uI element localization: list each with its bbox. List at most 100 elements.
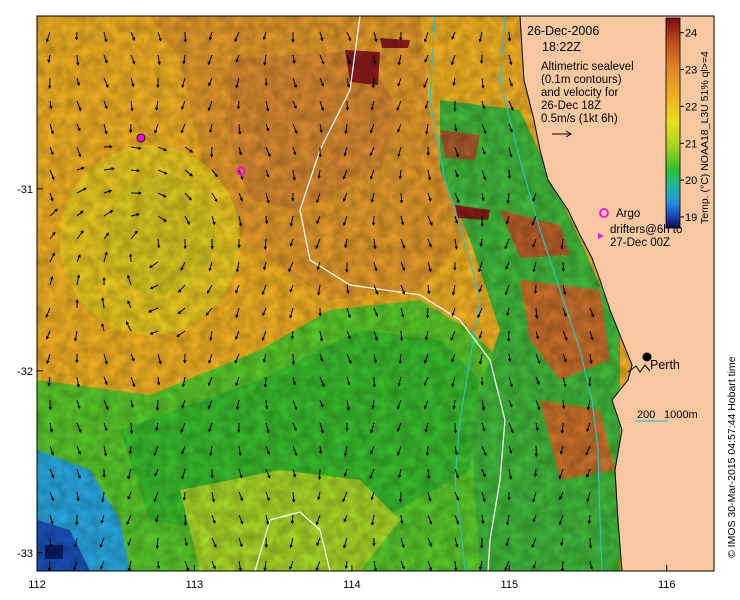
velocity-arrow <box>346 330 351 340</box>
argo-float-marker[interactable] <box>136 133 146 143</box>
velocity-arrow <box>588 537 593 549</box>
velocity-arrow <box>451 307 456 317</box>
velocity-arrow <box>342 491 348 503</box>
velocity-arrow <box>423 353 429 364</box>
velocity-arrow <box>292 100 297 110</box>
velocity-arrow <box>238 537 243 548</box>
velocity-arrow <box>585 445 591 456</box>
velocity-arrow <box>234 353 240 364</box>
velocity-arrow <box>369 169 375 180</box>
velocity-arrow <box>481 146 486 155</box>
velocity-arrow <box>481 123 487 135</box>
velocity-arrow <box>370 100 375 111</box>
velocity-arrow <box>209 445 213 457</box>
velocity-arrow <box>128 123 133 134</box>
velocity-arrow <box>292 77 298 89</box>
velocity-arrow <box>452 77 456 87</box>
velocity-arrow <box>208 77 213 87</box>
perth-marker[interactable] <box>642 352 652 362</box>
land <box>520 16 714 571</box>
velocity-arrow <box>238 123 242 135</box>
velocity-arrow <box>508 422 514 434</box>
velocity-arrow <box>427 560 433 571</box>
velocity-arrow <box>427 169 432 181</box>
velocity-arrow <box>103 31 108 43</box>
velocity-arrow <box>103 422 108 432</box>
velocity-arrow <box>450 54 456 66</box>
velocity-arrow <box>589 353 593 365</box>
velocity-arrow <box>370 422 375 434</box>
velocity-arrow <box>263 261 267 271</box>
y-axis: -31 -32 -33 <box>17 184 43 560</box>
velocity-arrow <box>238 468 243 479</box>
x-axis: 112 113 114 115 116 <box>28 565 676 591</box>
velocity-arrow <box>209 146 214 158</box>
colorbar: 24 23 22 21 20 19 Temp. (°C) NOAA18_L3U 51% q… <box>665 17 711 229</box>
velocity-arrow <box>76 210 84 217</box>
velocity-arrow <box>265 146 271 158</box>
velocity-arrow <box>481 169 487 181</box>
velocity-arrow <box>76 123 81 132</box>
velocity-arrow <box>236 100 241 110</box>
velocity-arrow <box>103 376 108 385</box>
velocity-arrow <box>211 514 216 524</box>
velocity-arrow <box>426 146 430 156</box>
plot-area: Perth 200 1000m 26-Dec-2006 18:22Z Altim… <box>37 16 714 571</box>
velocity-arrow <box>157 215 167 222</box>
velocity-arrow <box>184 192 192 201</box>
velocity-arrow <box>292 422 297 432</box>
velocity-arrow <box>292 123 298 135</box>
velocity-arrow <box>291 192 295 202</box>
velocity-arrow <box>103 100 108 110</box>
velocity-arrow <box>76 376 80 388</box>
velocity-arrow <box>345 261 349 273</box>
velocity-arrow <box>504 238 510 250</box>
velocity-arrow <box>76 274 81 286</box>
velocity-arrow <box>478 261 483 273</box>
velocity-arrow <box>317 468 322 481</box>
velocity-arrow <box>425 123 429 135</box>
velocity-arrow <box>343 468 348 477</box>
velocity-arrow <box>157 353 162 365</box>
velocity-arrow <box>558 514 564 526</box>
drifter-legend-label: 27-Dec 00Z <box>610 237 670 249</box>
velocity-arrow <box>103 54 108 64</box>
velocity-arrow <box>126 274 132 286</box>
velocity-arrow <box>342 192 348 202</box>
velocity-arrow <box>370 445 375 455</box>
velocity-arrow <box>535 376 540 386</box>
velocity-arrow <box>49 100 53 110</box>
velocity-arrow <box>125 321 132 332</box>
velocity-arrow <box>156 77 160 89</box>
velocity-arrow <box>317 491 321 501</box>
velocity-arrow <box>103 251 108 263</box>
velocity-arrow <box>149 261 159 268</box>
velocity-arrow <box>559 445 564 455</box>
velocity-arrow <box>427 284 431 295</box>
velocity-arrow <box>480 215 484 228</box>
velocity-arrow <box>103 445 108 457</box>
velocity-arrow <box>184 560 190 571</box>
velocity-arrow <box>398 353 402 365</box>
velocity-arrow <box>316 261 321 271</box>
velocity-arrow <box>47 560 52 571</box>
velocity-arrow <box>49 537 53 548</box>
velocity-arrow <box>157 54 161 66</box>
velocity-arrow <box>238 514 244 525</box>
velocity-arrow <box>346 31 352 42</box>
info-line: Altimetric sealevel <box>541 61 634 73</box>
drifter-legend-label: drifters@6h to <box>610 224 682 236</box>
velocity-arrow <box>149 284 159 290</box>
velocity-arrow <box>535 353 541 365</box>
velocity-arrow <box>265 123 270 132</box>
velocity-arrow <box>208 353 213 364</box>
velocity-arrow <box>481 445 487 457</box>
velocity-arrow <box>346 353 352 365</box>
velocity-arrow <box>319 422 324 434</box>
velocity-arrow <box>155 422 159 432</box>
plot-frame <box>36 15 715 572</box>
colorbar-ticks: 24 23 22 21 20 19 <box>680 28 697 224</box>
velocity-arrow <box>292 54 296 64</box>
argo-float-marker[interactable] <box>236 166 246 176</box>
velocity-arrow <box>153 491 159 503</box>
